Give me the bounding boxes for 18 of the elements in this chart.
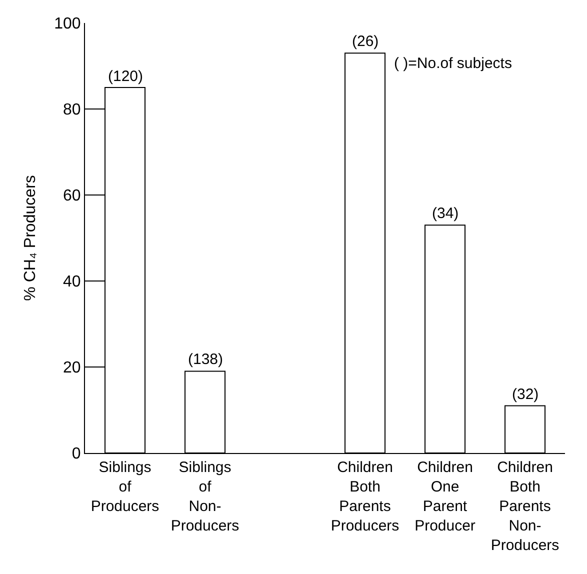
annotation: (34) — [432, 205, 459, 222]
y-axis-title: % CH₄ Producers — [22, 175, 39, 301]
y-tick-label: 20 — [63, 360, 81, 377]
y-tick-label: 60 — [63, 188, 81, 205]
x-tick-label: Children One Parent Producer — [414, 459, 476, 534]
annotation: (138) — [188, 351, 224, 368]
x-tick-label: Children Both Parents Non- Producers — [490, 459, 560, 554]
x-tick-label: Siblings of Producers — [90, 459, 160, 515]
x-tick-label: Children Both Parents Producers — [330, 459, 400, 534]
annotation: ( )=No.of subjects — [394, 55, 512, 72]
annotation: (26) — [352, 33, 379, 50]
annotation: (32) — [512, 386, 539, 403]
y-tick-label: 0 — [72, 446, 81, 463]
x-tick-label: Siblings of Non- Producers — [170, 459, 240, 534]
y-tick-label: 80 — [63, 102, 81, 119]
y-tick-label: 40 — [63, 274, 81, 291]
y-tick-label: 100 — [54, 16, 81, 33]
annotation: (120) — [108, 68, 144, 85]
